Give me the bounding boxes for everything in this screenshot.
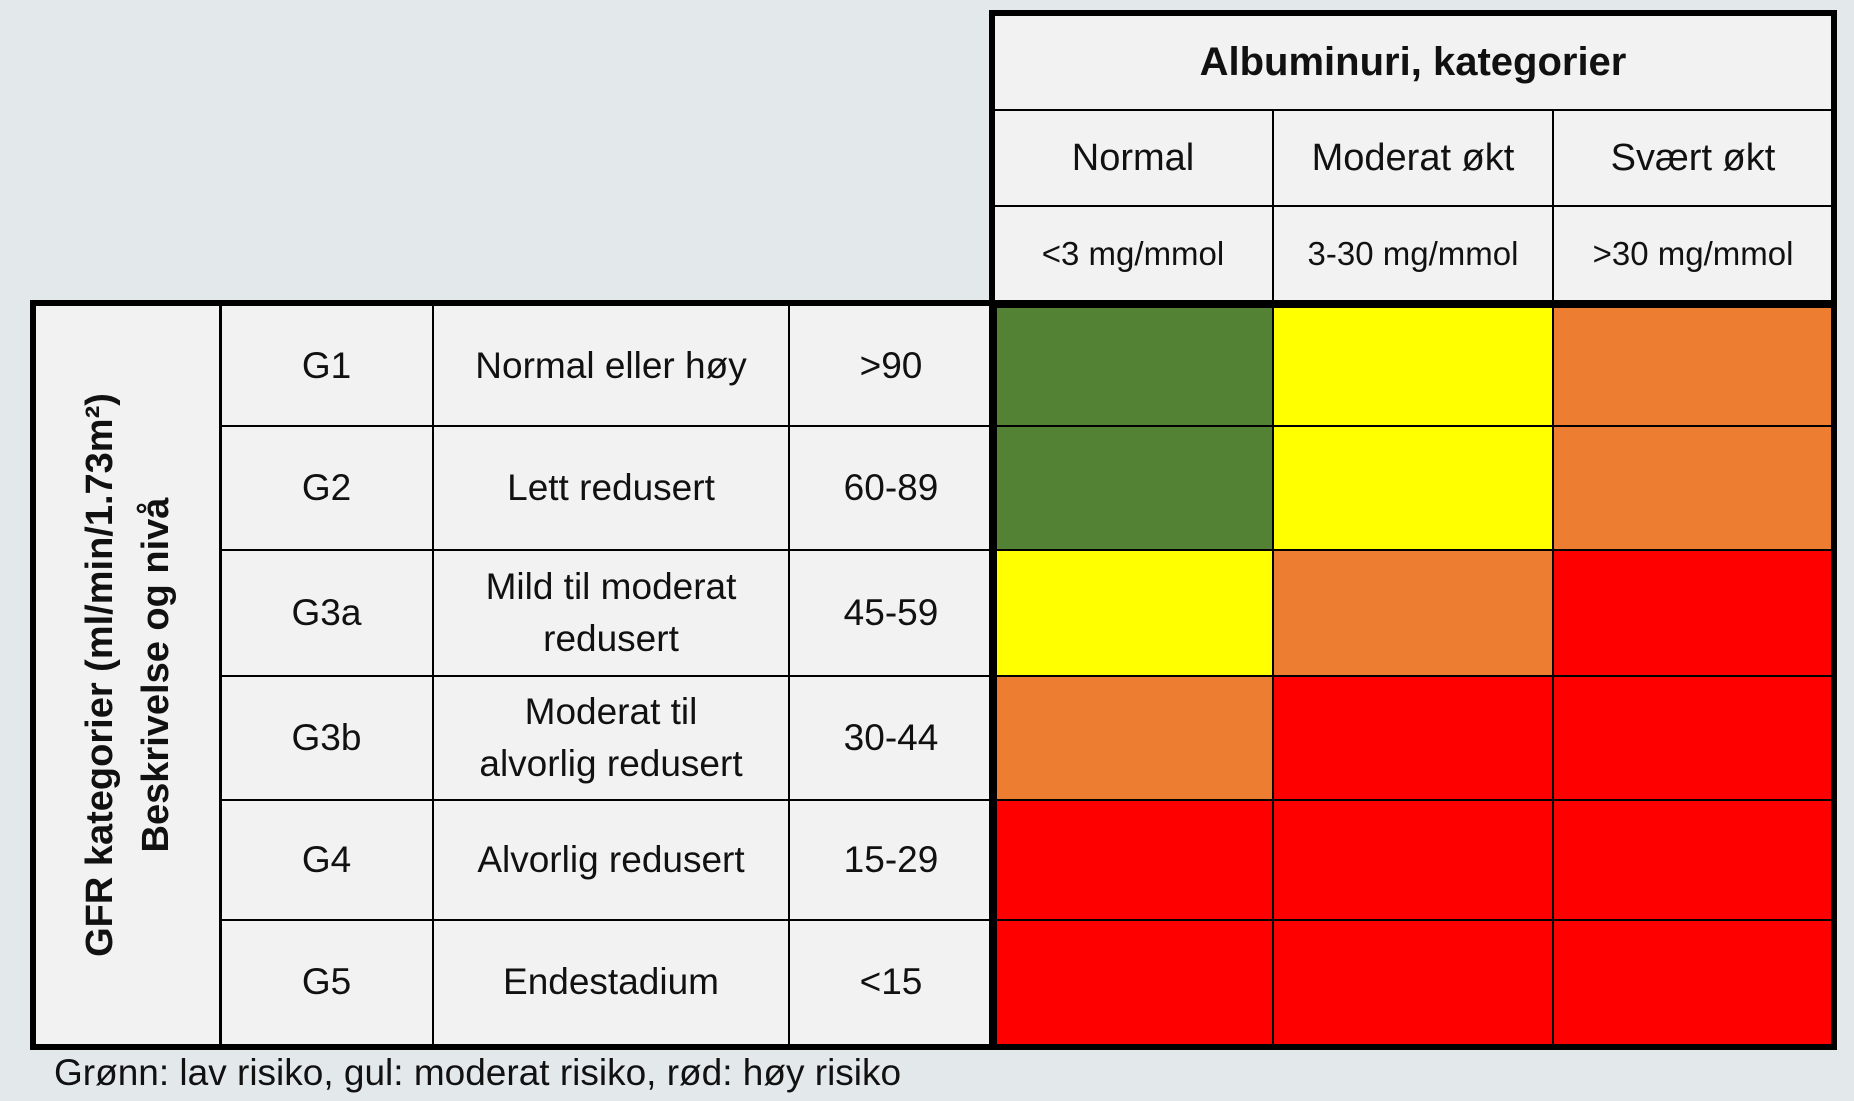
gfr-desc-text: Mild til moderat redusert <box>485 566 737 659</box>
column-header-moderat: Moderat økt <box>1273 110 1553 206</box>
gfr-desc-g1: Normal eller høy <box>433 306 789 426</box>
gfr-desc-g4: Alvorlig redusert <box>433 800 789 920</box>
gfr-code-text: G3b <box>291 717 362 758</box>
gfr-value-text: 30-44 <box>843 717 939 758</box>
risk-cell-g4-svaert <box>1553 800 1833 920</box>
gfr-side-label-line1: GFR kategorier (ml/min/1.73m²) <box>79 393 121 957</box>
gfr-code-g1: G1 <box>220 306 433 426</box>
albuminuria-title-text: Albuminuri, kategorier <box>1199 39 1627 84</box>
risk-cell-g3b-normal <box>993 676 1273 800</box>
gfr-desc-g3a: Mild til moderat redusert <box>433 550 789 676</box>
risk-cell-g2-normal <box>993 426 1273 550</box>
gfr-desc-text: Endestadium <box>503 961 719 1002</box>
grid-line <box>220 425 1833 427</box>
gfr-side-label-line2: Beskrivelse og nivå <box>135 497 177 853</box>
column-header-label: Normal <box>1071 136 1195 179</box>
grid-line <box>993 109 1833 111</box>
column-unit-moderat: 3-30 mg/mmol <box>1273 206 1553 302</box>
gfr-desc-text: Alvorlig redusert <box>477 839 745 880</box>
grid-line <box>993 205 1833 207</box>
grid-line <box>1552 110 1554 306</box>
gfr-desc-g2: Lett redusert <box>433 426 789 550</box>
gfr-value-text: 45-59 <box>843 592 939 633</box>
grid-line <box>220 919 1833 921</box>
risk-cell-g3b-moderat <box>1273 676 1553 800</box>
column-unit-normal: <3 mg/mmol <box>993 206 1273 302</box>
gfr-code-text: G4 <box>301 839 352 880</box>
risk-cell-g3a-normal <box>993 550 1273 676</box>
column-unit-svaert: >30 mg/mmol <box>1553 206 1833 302</box>
risk-cell-g3a-svaert <box>1553 550 1833 676</box>
risk-cell-g1-normal <box>993 306 1273 426</box>
gfr-desc-text: Moderat til alvorlig redusert <box>479 691 743 784</box>
gfr-value-g1: >90 <box>789 306 993 426</box>
gfr-value-text: 15-29 <box>843 839 939 880</box>
risk-cell-g5-normal <box>993 920 1273 1044</box>
gfr-value-g3b: 30-44 <box>789 676 993 800</box>
column-header-normal: Normal <box>993 110 1273 206</box>
risk-cell-g3a-moderat <box>1273 550 1553 676</box>
risk-cell-g2-svaert <box>1553 426 1833 550</box>
grid-line <box>1272 110 1274 306</box>
column-unit-label: >30 mg/mmol <box>1592 235 1794 272</box>
risk-cell-g5-moderat <box>1273 920 1553 1044</box>
gfr-value-g2: 60-89 <box>789 426 993 550</box>
risk-cell-g4-normal <box>993 800 1273 920</box>
gfr-code-text: G1 <box>301 345 352 386</box>
column-header-label: Svært økt <box>1610 136 1776 179</box>
gfr-value-text: >90 <box>859 345 923 386</box>
gfr-code-g5: G5 <box>220 920 433 1044</box>
risk-cell-g4-moderat <box>1273 800 1553 920</box>
gfr-code-text: G2 <box>301 467 352 508</box>
risk-cell-g1-svaert <box>1553 306 1833 426</box>
column-header-label: Moderat økt <box>1311 136 1515 179</box>
gfr-value-g5: <15 <box>789 920 993 1044</box>
risk-cell-g2-moderat <box>1273 426 1553 550</box>
gfr-desc-text: Normal eller høy <box>475 345 747 386</box>
gfr-value-text: <15 <box>859 961 923 1002</box>
grid-line <box>220 799 1833 801</box>
column-unit-label: <3 mg/mmol <box>1041 235 1225 272</box>
column-header-svaert: Svært økt <box>1553 110 1833 206</box>
gfr-side-label: GFR kategorier (ml/min/1.73m²) Beskrivel… <box>36 306 220 1044</box>
grid-line <box>220 549 1833 551</box>
risk-cell-g5-svaert <box>1553 920 1833 1044</box>
gfr-value-g4: 15-29 <box>789 800 993 920</box>
gfr-value-text: 60-89 <box>843 467 939 508</box>
column-unit-label: 3-30 mg/mmol <box>1307 235 1519 272</box>
gfr-value-g3a: 45-59 <box>789 550 993 676</box>
gfr-code-g4: G4 <box>220 800 433 920</box>
gfr-code-g3a: G3a <box>220 550 433 676</box>
gfr-desc-g5: Endestadium <box>433 920 789 1044</box>
gfr-code-g2: G2 <box>220 426 433 550</box>
risk-legend-caption: Grønn: lav risiko, gul: moderat risiko, … <box>54 1052 902 1093</box>
gfr-desc-g3b: Moderat til alvorlig redusert <box>433 676 789 800</box>
gfr-code-text: G5 <box>301 961 352 1002</box>
risk-cell-g3b-svaert <box>1553 676 1833 800</box>
gfr-desc-text: Lett redusert <box>507 467 715 508</box>
gfr-code-g3b: G3b <box>220 676 433 800</box>
grid-line <box>220 675 1833 677</box>
risk-cell-g1-moderat <box>1273 306 1553 426</box>
gfr-code-text: G3a <box>291 592 362 633</box>
albuminuria-title: Albuminuri, kategorier <box>993 14 1833 110</box>
